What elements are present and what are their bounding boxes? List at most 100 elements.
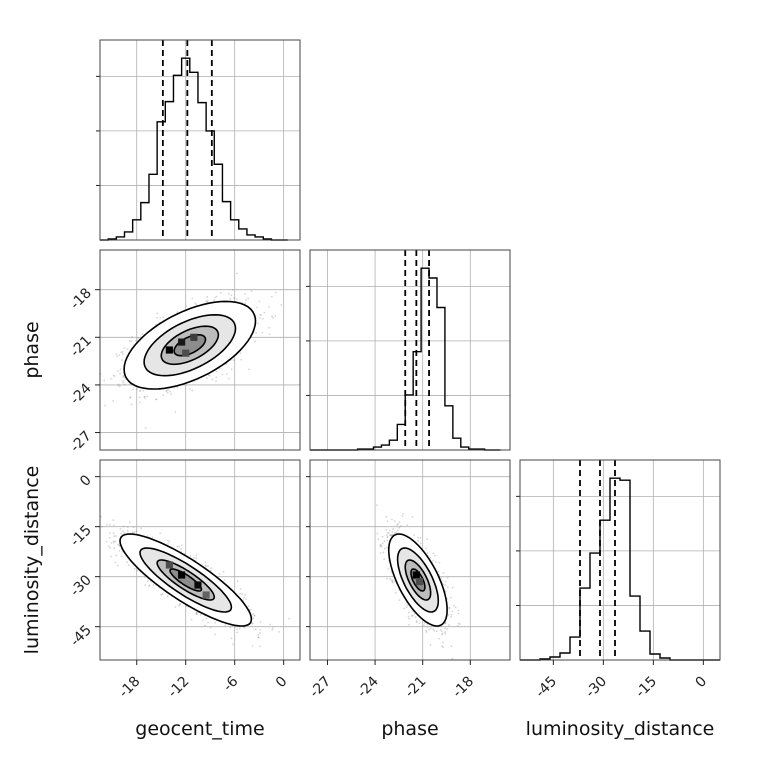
scatter-point <box>209 626 212 629</box>
scatter-point <box>251 622 254 625</box>
scatter-point <box>206 295 208 298</box>
scatter-point <box>100 515 102 518</box>
scatter-point <box>376 532 379 535</box>
scatter-point <box>272 316 274 319</box>
scatter-point <box>190 618 193 621</box>
scatter-point <box>256 306 258 309</box>
scatter-point <box>152 584 155 586</box>
scatter-point <box>122 353 124 356</box>
scatter-point <box>144 397 146 400</box>
scatter-point <box>426 626 429 629</box>
scatter-point <box>185 305 188 308</box>
scatter-point <box>229 297 232 300</box>
scatter-point <box>223 578 226 581</box>
scatter-point <box>241 593 244 595</box>
scatter-point <box>174 606 177 608</box>
scatter-point <box>148 585 150 588</box>
scatter-point <box>178 604 181 607</box>
scatter-point <box>120 351 123 354</box>
scatter-point <box>442 646 445 649</box>
scatter-point <box>386 577 388 580</box>
scatter-point <box>440 630 443 633</box>
scatter-point <box>213 299 216 302</box>
scatter-point <box>254 340 257 343</box>
scatter-point <box>156 316 158 319</box>
scatter-point <box>128 521 131 524</box>
scatter-point <box>215 376 218 379</box>
scatter-point <box>269 623 272 626</box>
scatter-point <box>210 567 213 570</box>
scatter-point <box>426 552 429 554</box>
scatter-point <box>199 613 202 616</box>
scatter-point <box>270 295 273 298</box>
scatter-point <box>123 383 126 386</box>
scatter-point <box>383 540 386 543</box>
scatter-point <box>441 633 444 636</box>
scatter-point <box>236 272 238 275</box>
histogram-geocent_time <box>100 57 288 241</box>
panel-frame <box>99 249 301 451</box>
scatter-point <box>114 540 117 543</box>
scatter-point <box>135 340 137 342</box>
scatter-point <box>123 531 125 534</box>
scatter-point <box>126 529 129 532</box>
scatter-point <box>146 395 149 398</box>
scatter-point <box>127 564 130 567</box>
scatter-point <box>227 292 230 295</box>
scatter-point <box>257 322 259 325</box>
scatter-point <box>428 628 431 631</box>
scatter-point <box>117 383 120 386</box>
scatter-point <box>204 564 207 567</box>
density-bin <box>165 346 173 354</box>
scatter-point <box>259 621 262 623</box>
panel-frame <box>99 39 301 241</box>
scatter-point <box>136 337 139 340</box>
panel-geocent_time-phase <box>100 272 283 430</box>
scatter-point <box>143 395 146 398</box>
scatter-point <box>140 527 142 530</box>
scatter-point <box>247 605 250 608</box>
scatter-point <box>195 612 198 614</box>
scatter-point <box>251 645 254 647</box>
scatter-point <box>230 294 233 297</box>
density-bin <box>182 349 190 357</box>
scatter-point <box>110 542 113 544</box>
scatter-point <box>425 630 428 632</box>
scatter-point <box>253 614 256 617</box>
scatter-point <box>238 627 241 630</box>
scatter-point <box>419 542 422 545</box>
panel-phase-luminosity_distance <box>376 504 461 660</box>
scatter-point <box>406 604 409 607</box>
scatter-point <box>245 598 248 601</box>
scatter-point <box>442 572 445 574</box>
scatter-point <box>250 290 253 292</box>
scatter-point <box>117 384 119 387</box>
scatter-point <box>247 297 250 300</box>
scatter-point <box>390 534 393 536</box>
scatter-point <box>263 311 266 314</box>
scatter-point <box>130 340 133 342</box>
scatter-point <box>138 396 141 399</box>
scatter-point <box>230 368 233 371</box>
scatter-point <box>280 303 283 306</box>
scatter-point <box>122 530 124 532</box>
scatter-point <box>218 573 221 575</box>
scatter-point <box>115 353 118 356</box>
scatter-point <box>207 621 209 624</box>
scatter-point <box>101 525 103 528</box>
scatter-point <box>121 351 124 353</box>
scatter-point <box>415 620 418 623</box>
scatter-point <box>257 636 260 639</box>
panel-frame <box>519 459 721 661</box>
scatter-point <box>396 529 399 532</box>
scatter-point <box>205 300 208 303</box>
contour-level <box>173 334 207 357</box>
scatter-point <box>168 540 171 543</box>
scatter-point <box>438 561 441 564</box>
scatter-point <box>131 531 134 534</box>
scatter-point <box>147 580 149 582</box>
scatter-point <box>195 612 198 615</box>
scatter-point <box>255 332 258 334</box>
scatter-point <box>259 317 261 319</box>
scatter-point <box>239 592 242 595</box>
